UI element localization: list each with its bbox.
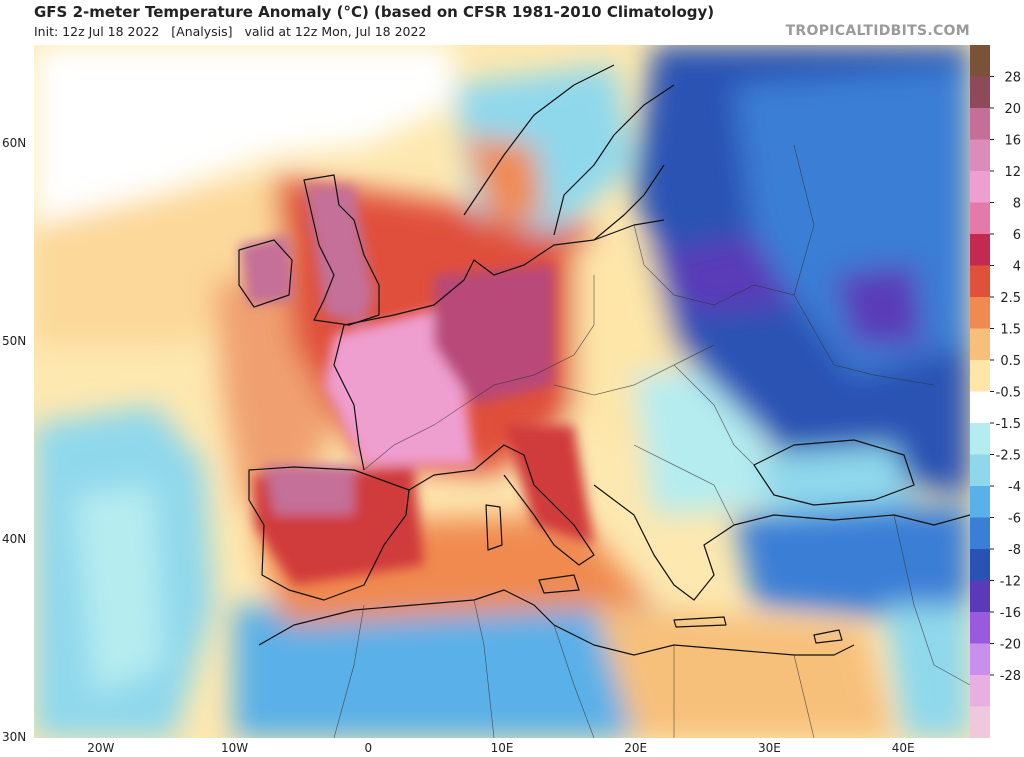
colorbar: 28 20 16 12 8 6 4 2.5 1.5 0.5 -0.5 -1.5 -2.5 -4 -6 -8 -1… [970,45,1021,738]
source-credit: TROPICALTIDBITS.COM [785,23,970,39]
colorbar-label: 6 [1013,228,1021,243]
lon-tick-label: 0 [364,741,373,755]
colorbar-swatch [970,675,990,707]
colorbar-swatch [970,580,990,613]
colorbar-swatch [970,643,990,676]
colorbar-label: 16 [1004,134,1021,149]
colorbar-label: -4 [1008,480,1021,495]
colorbar-swatch [970,517,990,550]
anomaly-hotspots [239,185,594,585]
colorbar-label: -1.5 [996,417,1021,432]
colorbar-label: 20 [1004,102,1021,117]
colorbar-swatch [970,706,990,738]
colorbar-swatch [970,391,990,424]
lat-tick-label: 40N [2,532,27,546]
lon-tick-label: 40E [891,741,915,755]
colorbar-label: -20 [1000,638,1021,653]
colorbar-swatch [970,612,990,644]
colorbar-label: 2.5 [1000,291,1021,306]
colorbar-swatch [970,486,990,518]
colorbar-label: -16 [1000,606,1021,621]
colorbar-label: 1.5 [1000,323,1021,338]
colorbar-swatch [970,423,990,455]
colorbar-swatch [970,234,990,266]
country-borders [333,144,970,738]
colorbar-swatch [970,297,990,329]
colorbar-swatch [970,360,990,392]
colorbar-swatch [970,454,990,487]
colorbar-label: 0.5 [1000,354,1021,369]
anomaly-map-canvas [34,45,970,738]
map-subtitle: Init: 12z Jul 18 2022 [Analysis] valid a… [34,24,427,39]
lon-tick-label: 10E [490,741,514,755]
map-title: GFS 2-meter Temperature Anomaly (°C) (ba… [34,3,715,21]
colorbar-label: 28 [1004,71,1021,86]
colorbar-label: -2.5 [996,449,1021,464]
colorbar-swatch [970,549,990,581]
colorbar-label: 4 [1013,260,1021,275]
colorbar-swatch [970,76,990,109]
anomaly-map [34,45,970,738]
colorbar-swatches [970,45,990,738]
colorbar-swatch [970,108,990,140]
colorbar-swatch [970,171,990,203]
colorbar-swatch [970,139,990,172]
colorbar-swatch [970,45,990,77]
lat-tick-label: 60N [2,136,27,150]
colorbar-swatch [970,265,990,298]
colorbar-labels: 28 20 16 12 8 6 4 2.5 1.5 0.5 -0.5 -1.5 -2.5 -4 -6 -8 -1… [990,71,1021,684]
colorbar-label: -0.5 [996,386,1021,401]
lon-tick-label: 20W [87,741,115,755]
lat-tick-label: 30N [2,730,27,744]
colorbar-label: -8 [1008,543,1021,558]
colorbar-label: -28 [1000,669,1021,684]
colorbar-label: 12 [1004,165,1021,180]
colorbar-label: -12 [1000,575,1021,590]
colorbar-label: 8 [1013,197,1021,212]
lon-tick-label: 10W [220,741,249,755]
colorbar-swatch [970,328,990,361]
colorbar-swatch [970,202,990,235]
lon-tick-label: 30E [757,741,781,755]
colorbar-label: -6 [1008,512,1021,527]
lat-tick-label: 50N [2,334,27,348]
lon-tick-label: 20E [624,741,648,755]
